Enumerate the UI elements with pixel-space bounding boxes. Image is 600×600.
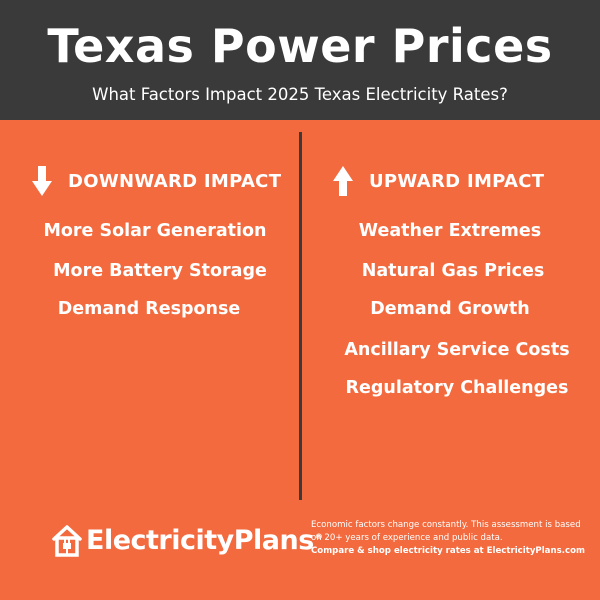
electricityplans-logo: ElectricityPlans® (52, 520, 323, 560)
upward-impact-heading: UPWARD IMPACT (333, 164, 544, 198)
upward-item-ancillary: Ancillary Service Costs (344, 340, 570, 360)
logo-wordmark: ElectricityPlans® (86, 524, 323, 556)
arrow-up-icon (333, 166, 353, 196)
upward-item-regulatory: Regulatory Challenges (345, 378, 569, 398)
downward-impact-heading: DOWNWARD IMPACT (32, 164, 281, 198)
downward-item-demand-response: Demand Response (57, 299, 241, 319)
upward-item-demand-growth: Demand Growth (370, 299, 530, 319)
arrow-down-icon (32, 166, 52, 196)
header-banner: Texas Power Prices What Factors Impact 2… (0, 0, 600, 120)
column-divider (299, 132, 302, 500)
footnote: Economic factors change constantly. This… (311, 519, 591, 558)
upward-item-gas: Natural Gas Prices (361, 261, 545, 281)
downward-item-battery: More Battery Storage (53, 261, 267, 281)
downward-heading-label: DOWNWARD IMPACT (68, 170, 282, 192)
house-plug-icon (52, 525, 82, 557)
upward-item-weather: Weather Extremes (358, 221, 542, 241)
footnote-disclaimer: Economic factors change constantly. This… (311, 520, 581, 543)
page-title: Texas Power Prices (47, 19, 553, 73)
downward-item-solar: More Solar Generation (43, 221, 267, 241)
footnote-cta: Compare & shop electricity rates at Elec… (311, 546, 585, 556)
upward-heading-label: UPWARD IMPACT (369, 170, 545, 192)
page-subtitle: What Factors Impact 2025 Texas Electrici… (92, 85, 508, 104)
